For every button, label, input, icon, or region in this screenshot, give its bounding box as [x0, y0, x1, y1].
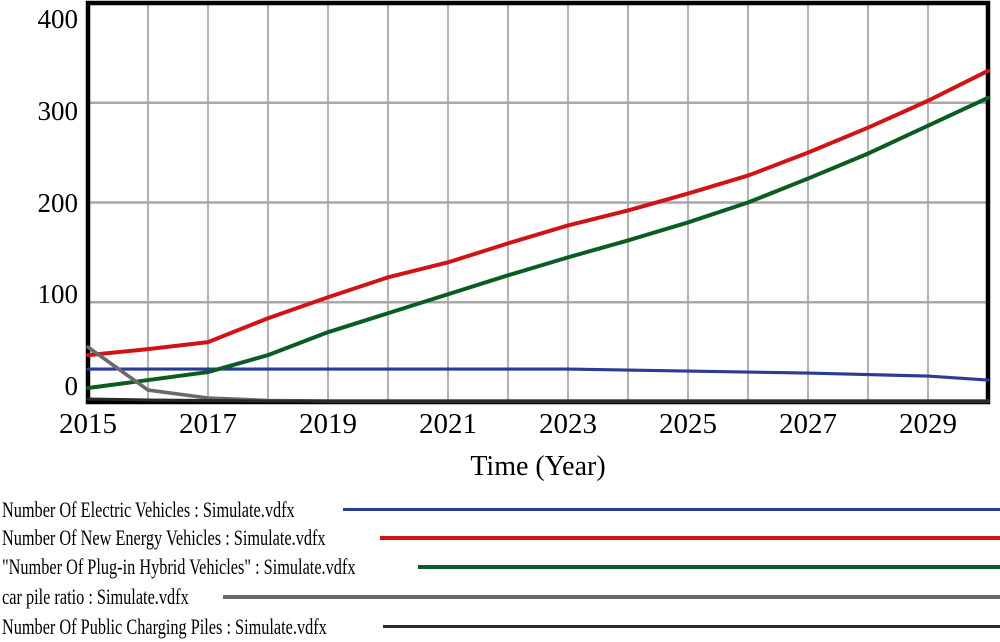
x-axis-title: Time (Year)	[470, 451, 606, 482]
x-axis-tick-label: 2021	[419, 408, 477, 440]
y-axis-tick-label: 400	[37, 4, 79, 34]
legend-row: Number Of New Energy Vehicles : Simulate…	[0, 523, 1000, 552]
series-line-0	[86, 367, 990, 382]
legend-line-swatch	[343, 508, 1000, 511]
legend-label: Number Of Electric Vehicles : Simulate.v…	[2, 497, 295, 522]
legend-line-swatch	[380, 535, 1000, 540]
y-axis-tick-label: 100	[37, 279, 79, 310]
legend-label: Number Of Public Charging Piles : Simula…	[2, 614, 327, 639]
legend-label: "Number Of Plug-in Hybrid Vehicles" : Si…	[2, 554, 356, 579]
y-axis-tick-label: 0	[64, 371, 79, 401]
legend-row: Number Of Public Charging Piles : Simula…	[0, 612, 1000, 641]
legend-line-swatch	[418, 564, 1000, 569]
series-line-2	[86, 95, 990, 391]
x-axis-tick-label: 2029	[899, 408, 957, 440]
x-axis-tick-label: 2027	[779, 408, 837, 440]
series-line-1	[86, 68, 990, 358]
legend-row: car pile ratio : Simulate.vdfx	[0, 582, 1000, 611]
legend-label: Number Of New Energy Vehicles : Simulate…	[2, 525, 326, 550]
legend-row: "Number Of Plug-in Hybrid Vehicles" : Si…	[0, 552, 1000, 581]
legend-row: Number Of Electric Vehicles : Simulate.v…	[0, 495, 1000, 524]
x-axis-tick-label: 2017	[179, 408, 237, 440]
chart-plot	[85, 0, 991, 405]
x-axis-tick-label: 2025	[659, 408, 717, 440]
x-axis-tick-label: 2023	[539, 408, 597, 440]
legend-line-swatch	[223, 594, 1000, 599]
y-axis-tick-label: 300	[37, 95, 79, 126]
legend-label: car pile ratio : Simulate.vdfx	[2, 584, 189, 609]
x-axis-tick-label: 2019	[299, 408, 357, 440]
series-line-4	[86, 397, 990, 403]
legend-line-swatch	[383, 625, 1000, 628]
x-axis-tick-label: 2015	[59, 408, 117, 440]
y-axis-tick-label: 200	[37, 187, 79, 218]
